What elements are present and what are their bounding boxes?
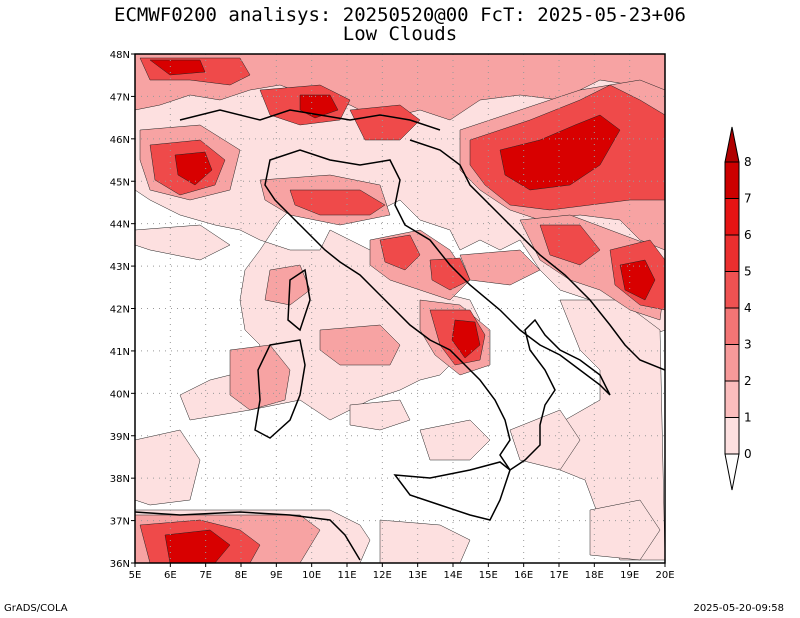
lon-label: 17E [549, 570, 568, 581]
cloud-area [319, 324, 401, 366]
colorbar-label: 1 [744, 411, 752, 425]
credit-text: GrADS/COLA [4, 603, 68, 614]
colorbar-label: 8 [744, 155, 752, 169]
balkan-coast [409, 139, 665, 371]
alpine-border [179, 109, 441, 131]
lat-label: 44N [110, 220, 130, 231]
colorbar-label: 3 [744, 338, 752, 352]
lon-label: 6E [164, 570, 177, 581]
cloud-area [499, 114, 621, 191]
sicily-outline [393, 461, 511, 521]
colorbar-label: 4 [744, 301, 752, 315]
cloud-area [299, 94, 339, 119]
colorbar-top-arrow [724, 126, 740, 163]
timestamp-text: 2025-05-20-09:58 [693, 603, 784, 614]
lon-label: 7E [199, 570, 212, 581]
cloud-area [349, 104, 421, 141]
lat-label: 39N [110, 432, 130, 443]
cloud-area [379, 234, 421, 271]
cloud-area [589, 499, 661, 561]
lon-label: 5E [129, 570, 142, 581]
map-subtitle: Low Clouds [342, 23, 458, 45]
lon-label: 9E [270, 570, 283, 581]
colorbar-box [724, 417, 740, 455]
colorbar-box [724, 344, 740, 382]
coastlines [135, 109, 665, 561]
italy-outline [264, 149, 611, 472]
lon-label: 10E [302, 570, 321, 581]
lon-label: 19E [620, 570, 639, 581]
cloud-area [174, 151, 213, 186]
north-africa-coast [135, 511, 361, 561]
lon-label: 16E [514, 570, 533, 581]
colorbar-box [724, 234, 740, 272]
graticule [135, 54, 665, 563]
colorbar-box [724, 380, 740, 418]
lon-label: 14E [443, 570, 462, 581]
colorbar-label: 0 [744, 447, 752, 461]
colorbar-bottom-arrow [724, 453, 740, 491]
cloud-area [419, 419, 491, 461]
lat-label: 42N [110, 305, 130, 316]
colorbar-box [724, 198, 740, 236]
lat-label: 46N [110, 135, 130, 146]
colorbar: 0 1 2 3 4 5 6 7 8 [724, 126, 752, 491]
lon-label: 20E [655, 570, 674, 581]
latitude-labels: 48N 47N 46N 45N 44N 43N 42N 41N 40N 39N 38N 37N 36N [110, 50, 135, 570]
lon-label: 12E [373, 570, 392, 581]
lon-label: 8E [235, 570, 248, 581]
cloud-area [619, 259, 656, 301]
lon-label: 13E [408, 570, 427, 581]
sardinia-outline [254, 339, 306, 439]
lat-label: 38N [110, 474, 130, 485]
longitude-labels: 5E 6E 7E 8E 9E 10E 11E 12E 13E 14E 15E 16E 17E 18E 19E… [129, 563, 675, 581]
cloud-area [135, 224, 231, 261]
cloud-area [509, 409, 581, 471]
lat-label: 45N [110, 177, 130, 188]
cloud-area [539, 224, 601, 266]
colorbar-box [724, 271, 740, 309]
cloud-area [135, 429, 201, 506]
lat-label: 37N [110, 517, 130, 528]
lat-label: 47N [110, 92, 130, 103]
colorbar-label: 5 [744, 265, 752, 279]
lon-label: 11E [337, 570, 356, 581]
cloud-area [349, 399, 411, 431]
lon-label: 15E [479, 570, 498, 581]
lat-label: 36N [110, 559, 130, 570]
cloud-area [164, 529, 231, 563]
lat-label: 41N [110, 347, 130, 358]
colorbar-box [724, 307, 740, 345]
colorbar-label: 7 [744, 192, 752, 206]
lat-label: 40N [110, 389, 130, 400]
cloud-area [289, 189, 386, 216]
map-title: ECMWF0200 analisys: 20250520@00 FcT: 202… [114, 4, 686, 26]
lon-label: 18E [585, 570, 604, 581]
lat-label: 48N [110, 50, 130, 61]
corsica-outline [287, 268, 311, 332]
lat-label: 43N [110, 262, 130, 273]
cloud-area [379, 519, 471, 563]
cloud-area [149, 59, 206, 76]
colorbar-label: 2 [744, 374, 752, 388]
colorbar-label: 6 [744, 228, 752, 242]
colorbar-box [724, 161, 740, 199]
